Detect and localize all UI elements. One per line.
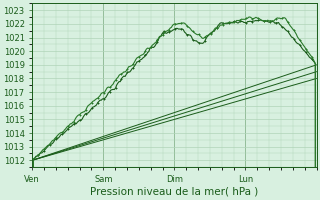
X-axis label: Pression niveau de la mer( hPa ): Pression niveau de la mer( hPa ) [90, 187, 259, 197]
